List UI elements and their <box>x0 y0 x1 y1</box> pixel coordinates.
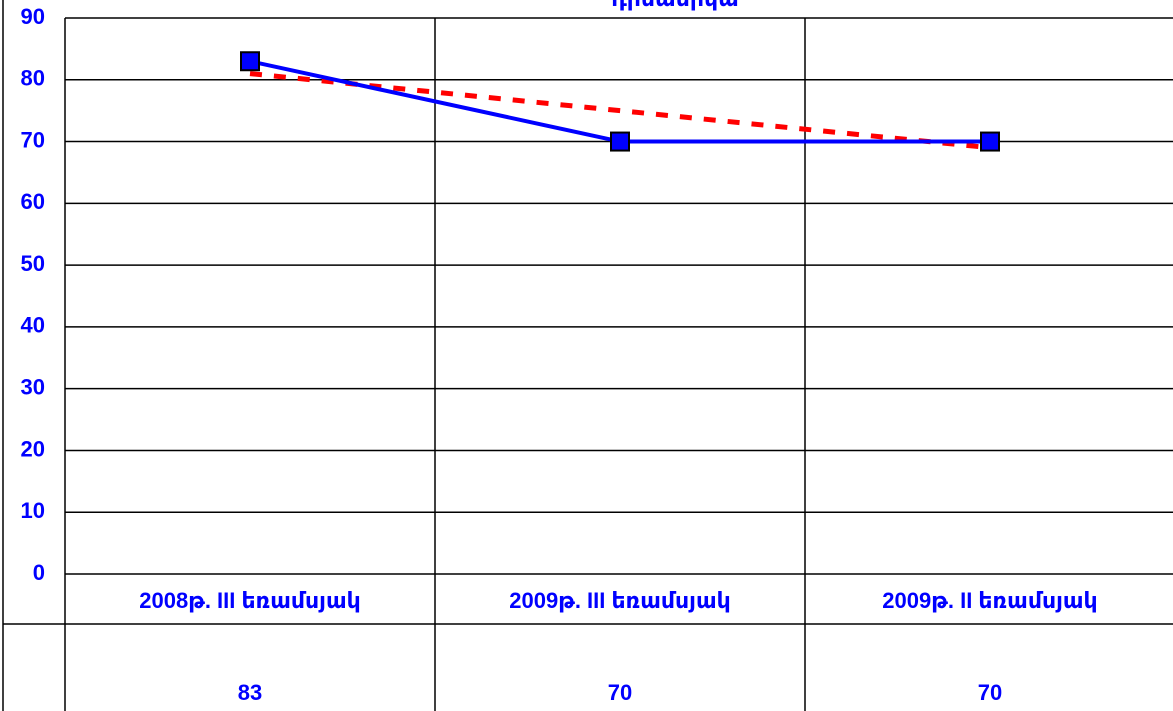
y-tick-label: 20 <box>21 436 45 461</box>
y-tick-label: 50 <box>21 251 45 276</box>
y-tick-label: 40 <box>21 313 45 338</box>
y-tick-label: 80 <box>21 66 45 91</box>
x-tick-label: 2009թ. II եռամսյակ <box>882 588 1097 613</box>
x-tick-label: 2009թ. III եռամսյակ <box>509 588 731 613</box>
marker <box>240 51 260 72</box>
marker <box>610 131 630 152</box>
chart-title: դինամիկա <box>611 0 739 11</box>
y-tick-label: 30 <box>21 374 45 399</box>
series-line <box>249 59 990 144</box>
y-tick-label: 70 <box>21 127 45 152</box>
table-value: 83 <box>238 680 262 705</box>
y-tick-label: 10 <box>21 498 45 523</box>
x-tick-label: 2008թ. III եռամսյակ <box>139 588 361 613</box>
table-value: 70 <box>978 680 1002 705</box>
table-value: 70 <box>608 680 632 705</box>
series-line <box>249 71 991 151</box>
y-tick-label: 90 <box>21 4 45 29</box>
y-tick-label: 0 <box>33 560 45 585</box>
y-tick-label: 60 <box>21 189 45 214</box>
marker <box>980 131 1000 152</box>
